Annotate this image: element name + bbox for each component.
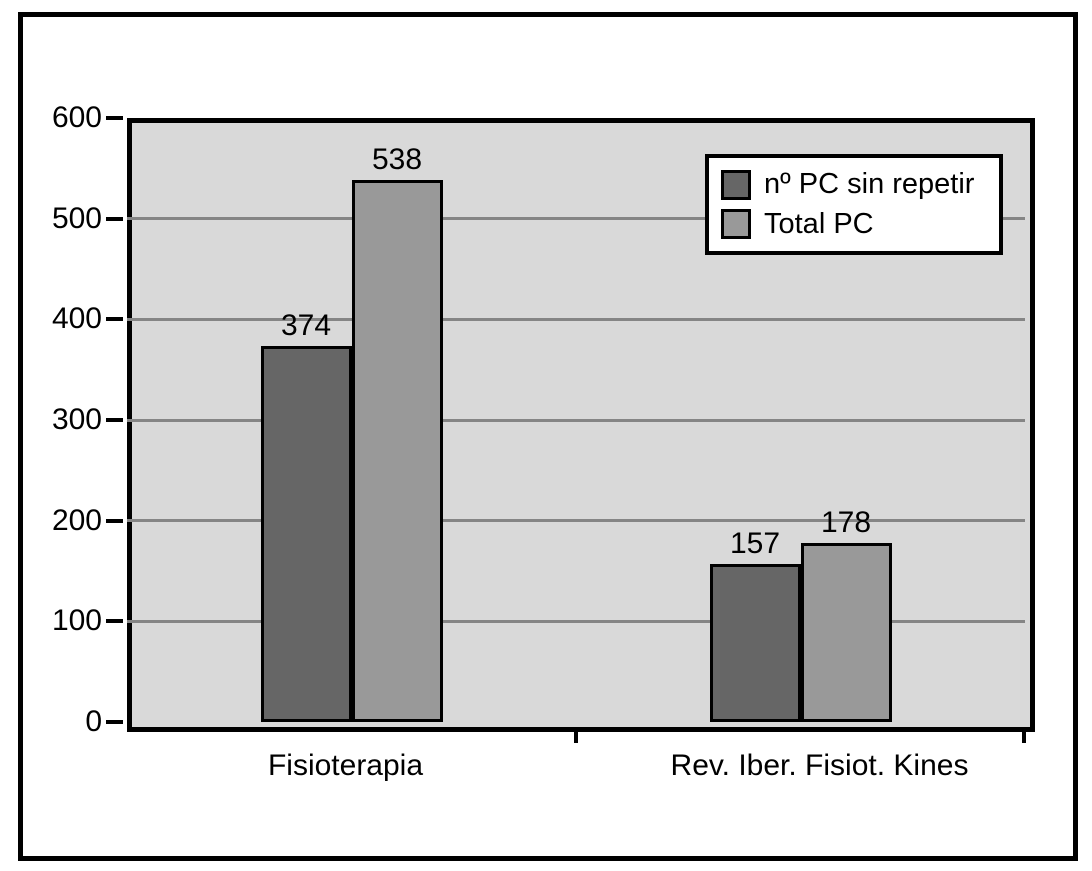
x-axis-tick-icon bbox=[1022, 727, 1026, 743]
gridline bbox=[127, 317, 1025, 321]
x-axis-category-label: Fisioterapia bbox=[267, 749, 424, 782]
bar-total-pc bbox=[800, 542, 892, 722]
bar-value-label: 374 bbox=[280, 308, 332, 342]
y-axis-tick-icon bbox=[106, 720, 123, 724]
y-axis-tick-icon bbox=[106, 116, 123, 120]
y-axis-tick-icon bbox=[106, 317, 123, 322]
legend-swatch-dark-icon bbox=[721, 169, 751, 200]
gridline bbox=[127, 619, 1025, 623]
legend-label: Total PC bbox=[764, 207, 874, 240]
gridline bbox=[127, 418, 1025, 422]
gridline bbox=[127, 519, 1025, 523]
y-axis-tick-label: 500 bbox=[51, 201, 102, 235]
y-axis-tick-label: 400 bbox=[51, 302, 102, 336]
y-axis-tick-icon bbox=[106, 518, 123, 523]
y-axis-tick-icon bbox=[106, 418, 123, 422]
gridline bbox=[127, 217, 1025, 221]
y-axis-tick-label: 100 bbox=[51, 604, 102, 638]
y-axis-tick-icon bbox=[106, 216, 123, 221]
y-axis-tick-label: 600 bbox=[51, 101, 102, 134]
legend-item-sin-repetir: nº PC sin repetir bbox=[721, 168, 987, 201]
chart-legend: nº PC sin repetir Total PC bbox=[705, 154, 1003, 255]
y-axis-tick-label: 200 bbox=[51, 503, 102, 537]
bar-sin-repetir bbox=[260, 345, 352, 722]
legend-item-total-pc: Total PC bbox=[721, 208, 987, 241]
bar-value-label: 538 bbox=[371, 143, 423, 177]
x-axis-tick-icon bbox=[574, 727, 578, 743]
bar-total-pc bbox=[351, 180, 443, 722]
y-axis-tick-icon bbox=[106, 619, 123, 624]
figure-border-frame: nº PC sin repetir Total PC Fisioterapia … bbox=[18, 12, 1078, 861]
y-axis-tick-label: 0 bbox=[85, 705, 102, 738]
bar-value-label: 157 bbox=[729, 526, 781, 560]
legend-label: nº PC sin repetir bbox=[764, 168, 975, 201]
bar-sin-repetir bbox=[709, 563, 801, 722]
bar-value-label: 178 bbox=[820, 505, 872, 539]
y-axis-tick-label: 300 bbox=[51, 403, 102, 436]
legend-swatch-light-icon bbox=[721, 209, 751, 240]
x-axis-category-label: Rev. Iber. Fisiot. Kines bbox=[670, 749, 969, 782]
